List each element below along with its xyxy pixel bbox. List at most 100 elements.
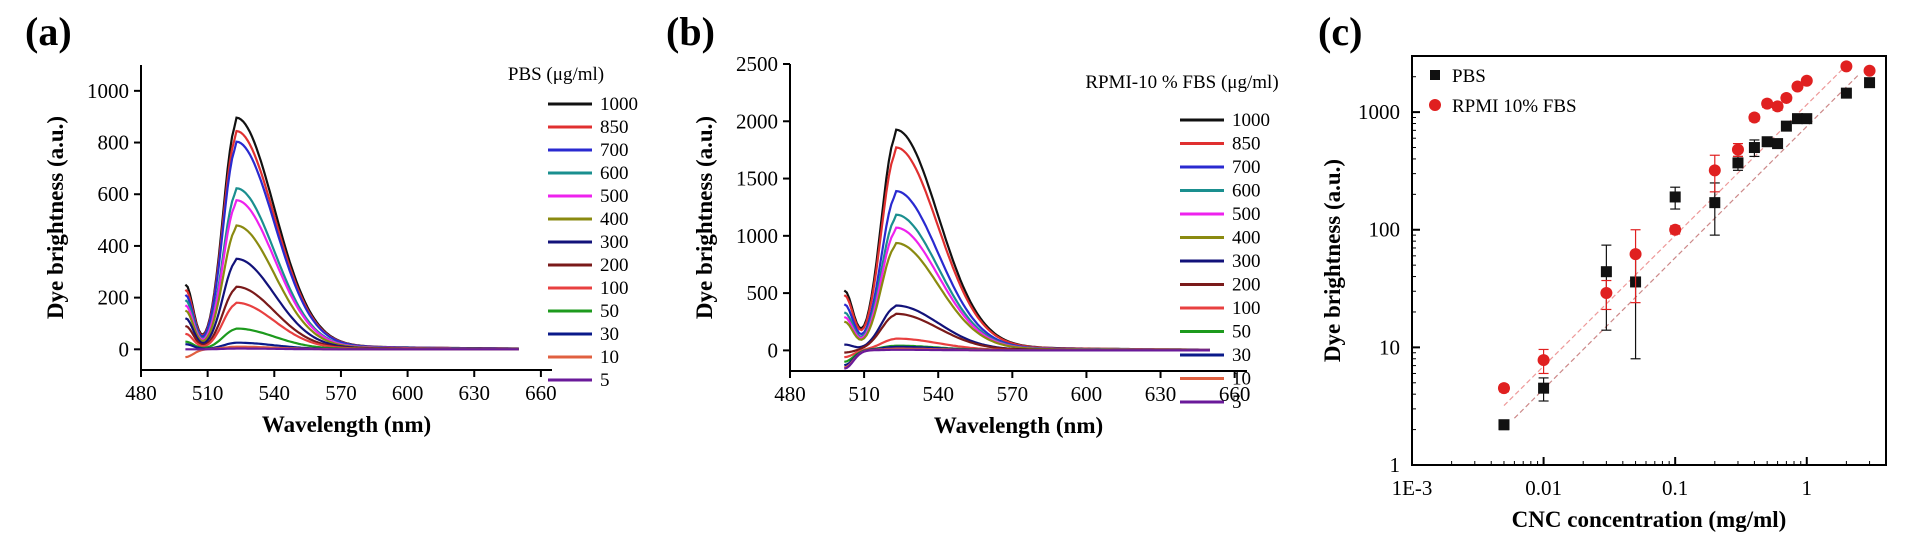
point-pbs — [1772, 138, 1784, 150]
panel-b: (b) 480 510 540 570 600 630 660 0 500 1000 1500 200… — [666, 9, 1279, 438]
y-tick-label: 400 — [98, 234, 130, 258]
x-tick-label: 510 — [192, 381, 224, 405]
x-tick-label: 480 — [125, 381, 157, 405]
series-line-600 — [843, 213, 1210, 351]
point-rpmi — [1791, 80, 1804, 93]
y-axis-title: Dye brightness (a.u.) — [692, 116, 717, 319]
x-tick-label: 540 — [922, 382, 954, 406]
panel-letter-c: (c) — [1318, 9, 1362, 54]
legend-label-1000: 1000 — [600, 94, 638, 115]
series-line-700 — [184, 140, 519, 350]
point-pbs — [1780, 120, 1792, 132]
point-rpmi — [1761, 97, 1774, 110]
legend-label-rpmi: RPMI 10% FBS — [1452, 96, 1577, 117]
point-rpmi — [1780, 91, 1793, 104]
x-tick-label: 600 — [392, 381, 424, 405]
y-tick-label: 1000 — [87, 79, 129, 103]
y-tick-label: 200 — [98, 286, 130, 310]
point-rpmi — [1600, 286, 1613, 299]
x-tick-label: 570 — [325, 381, 357, 405]
y-axis-title: Dye brightness (a.u.) — [1320, 159, 1345, 362]
legend-label-400: 400 — [600, 209, 629, 230]
panel-c: (c) 1E-3 0.01 0.1 1 1 10 100 1000 CNC concentrat… — [1318, 9, 1887, 532]
point-pbs — [1801, 113, 1813, 125]
series-line-600 — [184, 187, 519, 350]
point-pbs — [1761, 136, 1773, 148]
y-tick-label: 2000 — [736, 109, 778, 133]
y-tick-label: 800 — [98, 131, 130, 155]
point-rpmi — [1863, 64, 1876, 77]
legend-label-10: 10 — [600, 347, 619, 368]
x-tick-label: 630 — [1145, 382, 1177, 406]
plot-frame — [1411, 55, 1887, 466]
legend-label-700: 700 — [1232, 157, 1261, 178]
point-rpmi — [1537, 354, 1550, 367]
legend-label-500: 500 — [600, 186, 629, 207]
point-pbs — [1864, 77, 1876, 89]
series-line-200 — [184, 285, 519, 351]
legend-title: RPMI-10 % FBS (μg/ml) — [1085, 72, 1278, 93]
series-line-850 — [184, 129, 519, 350]
panel-letter-a: (a) — [25, 9, 72, 54]
y-tick-label: 1500 — [736, 167, 778, 191]
series-line-500 — [184, 198, 519, 350]
point-rpmi — [1800, 74, 1813, 87]
x-tick-label: 1 — [1802, 476, 1813, 500]
series-line-5 — [843, 348, 1210, 370]
x-axis-title: Wavelength (nm) — [262, 412, 431, 437]
x-tick-label: 0.1 — [1662, 476, 1688, 500]
legend-marker-rpmi — [1429, 99, 1441, 111]
legend-marker-pbs — [1430, 70, 1440, 80]
series-line-400 — [843, 241, 1210, 352]
point-rpmi — [1748, 111, 1761, 124]
point-rpmi — [1629, 248, 1642, 261]
x-tick-label: 660 — [525, 381, 557, 405]
series-line-1000 — [843, 128, 1210, 351]
x-tick-label: 1E-3 — [1392, 476, 1433, 500]
x-axis-title: Wavelength (nm) — [934, 413, 1103, 438]
x-axis-title: CNC concentration (mg/ml) — [1512, 507, 1787, 532]
x-tick-label: 630 — [458, 381, 490, 405]
legend-label-600: 600 — [1232, 181, 1261, 202]
legend-title: PBS (μg/ml) — [508, 64, 604, 85]
series-line-500 — [843, 226, 1210, 352]
legend-label-500: 500 — [1232, 204, 1261, 225]
point-pbs — [1600, 266, 1612, 278]
legend-label-30: 30 — [1232, 345, 1251, 366]
point-rpmi — [1669, 223, 1682, 236]
legend-label-50: 50 — [600, 301, 619, 322]
legend-label-5: 5 — [1232, 392, 1242, 413]
legend-label-100: 100 — [600, 278, 629, 299]
legend-label-200: 200 — [600, 255, 629, 276]
x-tick-label: 600 — [1071, 382, 1103, 406]
point-rpmi — [1708, 164, 1721, 177]
point-pbs — [1538, 382, 1550, 394]
point-rpmi — [1771, 100, 1784, 113]
y-tick-label: 2500 — [736, 52, 778, 76]
point-rpmi — [1497, 382, 1510, 395]
legend-label-pbs: PBS — [1452, 66, 1486, 87]
y-tick-label: 1000 — [1358, 100, 1400, 124]
x-tick-label: 540 — [259, 381, 291, 405]
fit-line-pbs — [1513, 73, 1860, 419]
x-tick-label: 510 — [848, 382, 880, 406]
legend-label-100: 100 — [1232, 298, 1261, 319]
legend-label-5: 5 — [600, 370, 610, 391]
y-tick-label: 1 — [1390, 453, 1401, 477]
panel-a: (a) 480 510 540 570 600 630 660 0 200 400 600 800 10… — [25, 9, 638, 437]
legend-label-700: 700 — [600, 140, 629, 161]
point-rpmi — [1840, 60, 1853, 73]
panel-letter-b: (b) — [666, 9, 715, 54]
x-tick-label: 480 — [774, 382, 806, 406]
legend-label-600: 600 — [600, 163, 629, 184]
y-tick-label: 10 — [1379, 335, 1400, 359]
point-pbs — [1498, 419, 1510, 431]
series-line-5 — [185, 347, 519, 351]
legend-label-850: 850 — [1232, 134, 1261, 155]
legend-label-50: 50 — [1232, 322, 1251, 343]
series-line-1000 — [184, 116, 519, 350]
point-pbs — [1840, 87, 1852, 99]
point-pbs — [1709, 197, 1721, 209]
legend-label-400: 400 — [1232, 228, 1261, 249]
